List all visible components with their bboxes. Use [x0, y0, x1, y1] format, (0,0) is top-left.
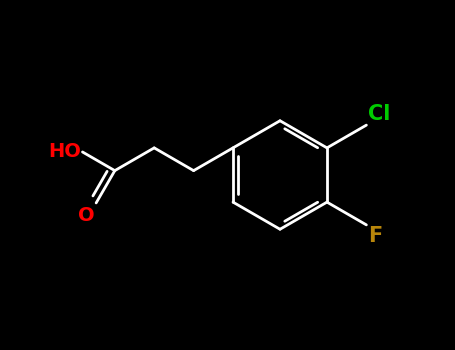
Text: Cl: Cl — [368, 104, 390, 124]
Text: F: F — [368, 226, 382, 246]
Text: O: O — [78, 206, 94, 225]
Text: HO: HO — [48, 142, 81, 161]
